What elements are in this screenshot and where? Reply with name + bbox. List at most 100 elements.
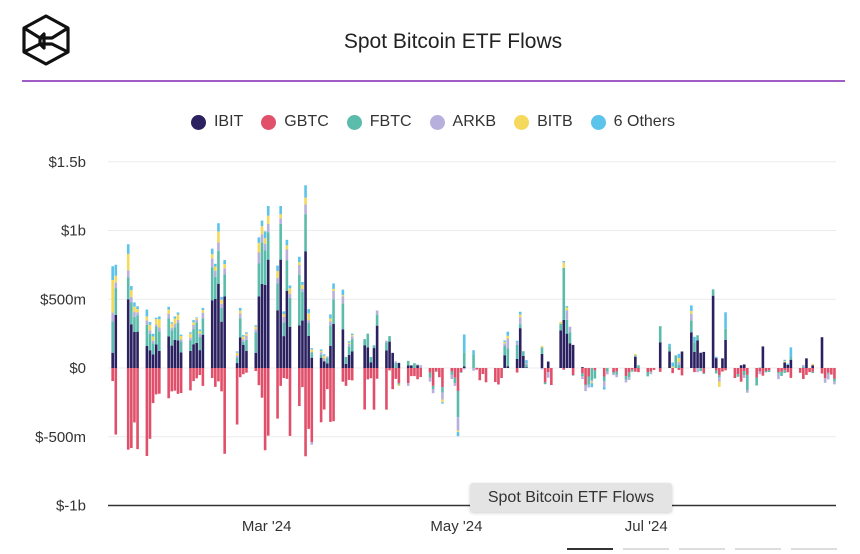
day-bar-stack[interactable]: [136, 306, 139, 449]
day-bar-stack[interactable]: [572, 345, 575, 376]
day-bar-stack[interactable]: [715, 357, 718, 374]
day-bar-stack[interactable]: [258, 237, 261, 385]
day-bar-stack[interactable]: [721, 358, 724, 371]
day-bar-stack[interactable]: [432, 368, 435, 393]
day-bar-stack[interactable]: [734, 368, 737, 378]
day-bar-stack[interactable]: [485, 368, 488, 382]
day-bar-stack[interactable]: [298, 257, 301, 406]
day-bar-stack[interactable]: [332, 283, 335, 421]
day-bar-stack[interactable]: [133, 302, 136, 422]
day-bar-stack[interactable]: [497, 368, 500, 385]
day-bar-stack[interactable]: [827, 368, 830, 379]
day-bar-stack[interactable]: [370, 357, 373, 378]
day-bar-stack[interactable]: [612, 368, 615, 375]
day-bar-stack[interactable]: [441, 368, 444, 404]
day-bar-stack[interactable]: [438, 368, 441, 377]
day-bar-stack[interactable]: [450, 368, 453, 379]
day-bar-stack[interactable]: [463, 334, 466, 369]
day-bar-stack[interactable]: [500, 368, 503, 378]
day-bar-stack[interactable]: [544, 368, 547, 384]
day-bar-stack[interactable]: [407, 361, 410, 386]
day-bar-stack[interactable]: [646, 368, 649, 376]
day-bar-stack[interactable]: [668, 344, 671, 368]
day-bar-stack[interactable]: [780, 368, 783, 376]
range-tab[interactable]: [735, 548, 781, 554]
day-bar-stack[interactable]: [366, 334, 369, 380]
day-bar-stack[interactable]: [830, 368, 833, 375]
day-bar-stack[interactable]: [167, 307, 170, 398]
day-bar-stack[interactable]: [198, 330, 201, 376]
day-bar-stack[interactable]: [615, 368, 618, 377]
day-bar-stack[interactable]: [478, 368, 481, 380]
day-bar-stack[interactable]: [416, 365, 419, 380]
day-bar-stack[interactable]: [690, 305, 693, 368]
day-bar-stack[interactable]: [170, 322, 173, 391]
day-bar-stack[interactable]: [650, 368, 653, 374]
day-bar-stack[interactable]: [211, 249, 214, 378]
day-bar-stack[interactable]: [472, 350, 475, 370]
day-bar-stack[interactable]: [584, 368, 587, 391]
day-bar-stack[interactable]: [559, 322, 562, 368]
day-bar-stack[interactable]: [254, 325, 257, 371]
day-bar-stack[interactable]: [606, 368, 609, 374]
day-bar-stack[interactable]: [114, 265, 117, 435]
day-bar-stack[interactable]: [808, 368, 811, 372]
day-bar-stack[interactable]: [805, 358, 808, 375]
day-bar-stack[interactable]: [628, 368, 631, 380]
day-bar-stack[interactable]: [394, 361, 397, 378]
day-bar-stack[interactable]: [177, 312, 180, 393]
day-bar-stack[interactable]: [799, 368, 802, 373]
day-bar-stack[interactable]: [304, 185, 307, 456]
day-bar-stack[interactable]: [460, 368, 463, 373]
day-bar-stack[interactable]: [587, 368, 590, 388]
day-bar-stack[interactable]: [264, 231, 267, 450]
day-bar-stack[interactable]: [261, 221, 264, 398]
day-bar-stack[interactable]: [320, 349, 323, 422]
day-bar-stack[interactable]: [790, 347, 793, 378]
day-bar-stack[interactable]: [286, 240, 289, 379]
day-bar-stack[interactable]: [323, 354, 326, 409]
day-bar-stack[interactable]: [220, 297, 223, 391]
day-bar-stack[interactable]: [783, 360, 786, 373]
day-bar-stack[interactable]: [282, 311, 285, 378]
day-bar-stack[interactable]: [376, 311, 379, 379]
day-bar-stack[interactable]: [699, 353, 702, 371]
day-bar-stack[interactable]: [329, 314, 332, 422]
day-bar-stack[interactable]: [743, 364, 746, 377]
day-bar-stack[interactable]: [746, 368, 749, 393]
day-bar-stack[interactable]: [566, 306, 569, 368]
day-bar-stack[interactable]: [155, 318, 158, 395]
day-bar-stack[interactable]: [289, 286, 292, 436]
day-bar-stack[interactable]: [811, 364, 814, 373]
day-bar-stack[interactable]: [550, 368, 553, 385]
day-bar-stack[interactable]: [267, 206, 270, 436]
day-bar-stack[interactable]: [547, 362, 550, 378]
day-bar-stack[interactable]: [737, 368, 740, 377]
day-bar-stack[interactable]: [158, 316, 161, 393]
day-bar-stack[interactable]: [762, 346, 765, 375]
day-bar-stack[interactable]: [678, 354, 681, 370]
day-bar-stack[interactable]: [712, 289, 715, 368]
day-bar-stack[interactable]: [525, 360, 528, 368]
day-bar-stack[interactable]: [482, 368, 485, 374]
day-bar-stack[interactable]: [413, 363, 416, 376]
day-bar-stack[interactable]: [702, 352, 705, 374]
day-bar-stack[interactable]: [562, 261, 565, 370]
day-bar-stack[interactable]: [111, 266, 114, 381]
day-bar-stack[interactable]: [429, 368, 432, 382]
day-bar-stack[interactable]: [398, 363, 401, 386]
day-bar-stack[interactable]: [494, 368, 497, 382]
day-bar-stack[interactable]: [674, 355, 677, 368]
day-bar-stack[interactable]: [569, 327, 572, 368]
day-bar-stack[interactable]: [541, 346, 544, 369]
day-bar-stack[interactable]: [603, 368, 606, 390]
range-tab[interactable]: [791, 548, 837, 554]
day-bar-stack[interactable]: [696, 335, 699, 372]
day-bar-stack[interactable]: [506, 332, 509, 368]
range-tab[interactable]: [567, 548, 613, 554]
day-bar-stack[interactable]: [718, 368, 721, 387]
day-bar-stack[interactable]: [824, 368, 827, 383]
day-bar-stack[interactable]: [634, 354, 637, 372]
day-bar-stack[interactable]: [146, 310, 149, 456]
day-bar-stack[interactable]: [202, 308, 205, 386]
